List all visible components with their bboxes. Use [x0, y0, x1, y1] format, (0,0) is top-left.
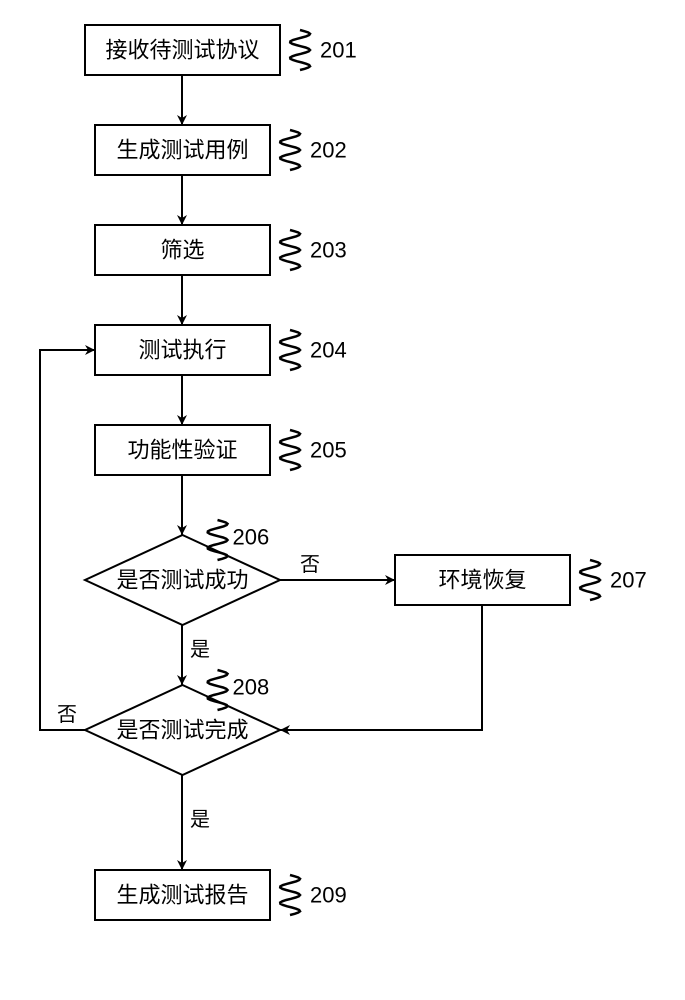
node-label: 功能性验证	[127, 438, 237, 463]
step-number: 203	[310, 238, 347, 263]
step-number: 205	[310, 438, 347, 463]
step-marker-icon	[280, 130, 300, 170]
edge-label: 否	[57, 704, 77, 726]
edge-label: 否	[300, 554, 320, 576]
edge-label: 是	[190, 639, 210, 661]
step-marker-icon	[280, 430, 300, 470]
step-number: 208	[233, 675, 270, 700]
flow-node-n205: 功能性验证 205	[95, 425, 347, 475]
node-label: 接收待测试协议	[105, 38, 259, 63]
flow-node-n209: 生成测试报告 209	[95, 870, 347, 920]
step-marker-icon	[290, 30, 310, 70]
flow-node-n202: 生成测试用例 202	[95, 125, 347, 175]
flow-node-n207: 环境恢复 207	[395, 555, 647, 605]
step-marker-icon	[280, 230, 300, 270]
node-label: 是否测试完成	[116, 718, 248, 743]
flow-edge	[40, 350, 95, 730]
node-label: 生成测试用例	[116, 138, 248, 163]
flow-node-n203: 筛选 203	[95, 225, 347, 275]
step-number: 202	[310, 138, 347, 163]
flow-node-n208: 是否测试完成 208	[85, 670, 280, 775]
flow-node-n206: 是否测试成功 206	[85, 520, 280, 625]
flowchart-canvas: 接收待测试协议 201 生成测试用例 202 筛选 203 测试执行 204 功能性验证 205 是…	[0, 0, 685, 1000]
step-marker-icon	[280, 875, 300, 915]
flow-node-n204: 测试执行 204	[95, 325, 347, 375]
step-number: 209	[310, 883, 347, 908]
flow-edge	[280, 605, 482, 730]
nodes-layer: 接收待测试协议 201 生成测试用例 202 筛选 203 测试执行 204 功能性验证 205 是…	[85, 25, 647, 920]
step-marker-icon	[280, 330, 300, 370]
node-label: 环境恢复	[438, 568, 526, 593]
edge-label: 是	[190, 809, 210, 831]
node-label: 生成测试报告	[116, 883, 248, 908]
step-marker-icon	[580, 560, 600, 600]
step-number: 204	[310, 338, 347, 363]
step-number: 207	[610, 568, 647, 593]
step-number: 201	[320, 38, 357, 63]
node-label: 是否测试成功	[116, 568, 248, 593]
step-number: 206	[233, 525, 270, 550]
node-label: 筛选	[160, 238, 204, 263]
node-label: 测试执行	[138, 338, 226, 363]
flow-node-n201: 接收待测试协议 201	[85, 25, 357, 75]
